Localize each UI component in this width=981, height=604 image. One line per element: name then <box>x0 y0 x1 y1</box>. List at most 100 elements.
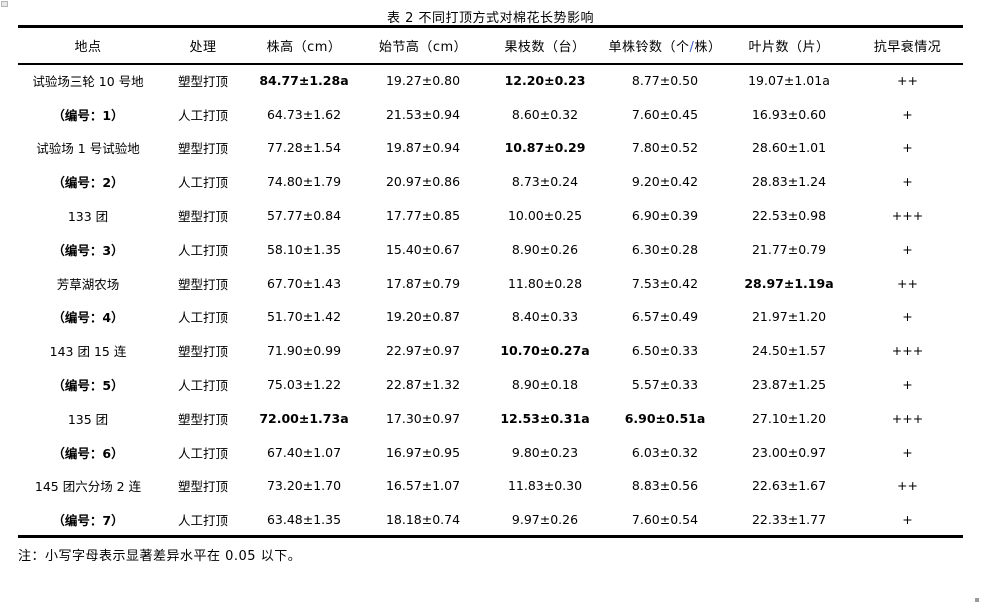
cell-bolls-per-plant: 9.20±0.42 <box>631 174 699 190</box>
cell-plant-height-cm: 74.80±1.79 <box>266 174 342 190</box>
cell-bolls-per-plant: 6.90±0.39 <box>631 208 699 224</box>
cell-plant-height-cm: 84.77±1.28a <box>259 73 349 89</box>
table-row: （编号：1） 人工打顶 64.73±1.62 21.53±0.94 8.60±0.32 7… <box>18 97 963 131</box>
cell-plant-height-cm: 63.48±1.35 <box>266 511 342 527</box>
cell-premature-senescence-resistance: ++ <box>897 275 918 291</box>
cell-plant-height-cm: 71.90±0.99 <box>266 343 342 359</box>
cell-plant-height-cm: 64.73±1.62 <box>266 106 342 122</box>
cell-leaf-count: 16.93±0.60 <box>751 106 827 122</box>
cell-first-node-height-cm: 16.57±1.07 <box>385 478 461 494</box>
cell-premature-senescence-resistance: + <box>902 444 913 460</box>
cell-first-node-height-cm: 16.97±0.95 <box>385 444 461 460</box>
cell-treatment: 人工打顶 <box>177 512 228 528</box>
cell-fruit-branches: 9.97±0.26 <box>511 511 579 527</box>
cell-location: （编号：7） <box>52 512 124 528</box>
cell-location: （编号：1） <box>52 107 124 123</box>
cell-location: 133 团 <box>67 209 109 225</box>
cell-fruit-branches: 8.90±0.26 <box>511 241 579 257</box>
cell-location: 135 团 <box>67 411 109 427</box>
cell-fruit-branches: 9.80±0.23 <box>511 444 579 460</box>
cell-bolls-per-plant: 7.60±0.54 <box>631 511 699 527</box>
cell-fruit-branches: 12.20±0.23 <box>504 73 586 89</box>
cell-first-node-height-cm: 22.97±0.97 <box>385 343 461 359</box>
table-row: （编号：4） 人工打顶 51.70±1.42 19.20±0.87 8.40±0.33 6… <box>18 300 963 334</box>
cell-leaf-count: 22.33±1.77 <box>751 511 827 527</box>
cell-leaf-count: 28.60±1.01 <box>751 140 827 156</box>
cell-first-node-height-cm: 21.53±0.94 <box>385 106 461 122</box>
table-row: （编号：3） 人工打顶 58.10±1.35 15.40±0.67 8.90±0.26 6… <box>18 232 963 266</box>
cell-location: 试验场三轮 10 号地 <box>32 74 144 90</box>
table-move-handle-icon[interactable] <box>1 1 8 7</box>
cell-fruit-branches: 8.73±0.24 <box>511 174 579 190</box>
table-resize-handle-icon[interactable] <box>975 598 979 602</box>
cell-first-node-height-cm: 19.27±0.80 <box>385 73 461 89</box>
cell-premature-senescence-resistance: + <box>902 377 913 393</box>
cell-first-node-height-cm: 19.20±0.87 <box>385 309 461 325</box>
cell-fruit-branches: 8.60±0.32 <box>511 106 579 122</box>
cell-fruit-branches: 10.70±0.27a <box>500 343 590 359</box>
cell-plant-height-cm: 77.28±1.54 <box>266 140 342 156</box>
cell-premature-senescence-resistance: +++ <box>891 343 924 359</box>
cell-premature-senescence-resistance: + <box>902 106 913 122</box>
cell-treatment: 塑型打顶 <box>177 411 228 427</box>
table-row: 135 团 塑型打顶 72.00±1.73a 17.30±0.97 12.53±0.31… <box>18 401 963 435</box>
cell-location: （编号：2） <box>52 175 124 191</box>
cell-location: 芳草湖农场 <box>56 276 120 292</box>
data-table: 地点 处理 株高（cm） 始节高（cm） 果枝数（台） 单株铃数（个/株） 叶片数（片） 抗早… <box>18 25 963 539</box>
cell-premature-senescence-resistance: +++ <box>891 208 924 224</box>
cell-treatment: 人工打顶 <box>177 175 228 191</box>
cell-fruit-branches: 11.83±0.30 <box>507 478 583 494</box>
cell-bolls-per-plant: 6.03±0.32 <box>631 444 699 460</box>
cell-first-node-height-cm: 17.30±0.97 <box>385 410 461 426</box>
cell-fruit-branches: 10.00±0.25 <box>507 208 583 224</box>
cell-bolls-per-plant: 7.60±0.45 <box>631 106 699 122</box>
cell-fruit-branches: 8.90±0.18 <box>511 377 579 393</box>
cell-location: 143 团 15 连 <box>49 344 127 360</box>
cell-leaf-count: 22.63±1.67 <box>751 478 827 494</box>
slash-separator: / <box>689 39 695 55</box>
cell-location: （编号：4） <box>52 310 124 326</box>
column-header-location: 地点 <box>18 26 158 65</box>
cell-leaf-count: 28.97±1.19a <box>744 275 834 291</box>
cell-treatment: 塑型打顶 <box>177 344 228 360</box>
cell-fruit-branches: 10.87±0.29 <box>504 140 586 156</box>
cell-plant-height-cm: 67.70±1.43 <box>266 275 342 291</box>
cell-first-node-height-cm: 20.97±0.86 <box>385 174 461 190</box>
table-row: 145 团六分场 2 连 塑型打顶 73.20±1.70 16.57±1.07 11.8… <box>18 469 963 503</box>
cell-treatment: 人工打顶 <box>177 242 228 258</box>
column-header-leaf-count: 叶片数（片） <box>726 26 852 65</box>
cell-premature-senescence-resistance: +++ <box>891 410 924 426</box>
table-row: 143 团 15 连 塑型打顶 71.90±0.99 22.97±0.97 10.70±… <box>18 334 963 368</box>
table-row: （编号：5） 人工打顶 75.03±1.22 22.87±1.32 8.90±0.18 5… <box>18 368 963 402</box>
cell-first-node-height-cm: 19.87±0.94 <box>385 140 461 156</box>
table-body: 试验场三轮 10 号地塑型打顶 84.77±1.28a 19.27±0.80 12.2… <box>18 64 963 537</box>
cell-premature-senescence-resistance: + <box>902 309 913 325</box>
cell-location: （编号：6） <box>52 445 124 461</box>
table-row: （编号：7） 人工打顶 63.48±1.35 18.18±0.74 9.97±0.26 7… <box>18 503 963 537</box>
cell-leaf-count: 19.07±1.01a <box>748 73 830 89</box>
column-header-treatment: 处理 <box>158 26 248 65</box>
cell-location: 145 团六分场 2 连 <box>34 479 142 495</box>
column-header-first-node-height-cm: 始节高（cm） <box>360 26 486 65</box>
cell-treatment: 人工打顶 <box>177 310 228 326</box>
cell-bolls-per-plant: 7.53±0.42 <box>631 275 699 291</box>
cell-plant-height-cm: 51.70±1.42 <box>266 309 342 325</box>
cell-treatment: 塑型打顶 <box>177 141 228 157</box>
header-row: 地点 处理 株高（cm） 始节高（cm） 果枝数（台） 单株铃数（个/株） 叶片数（片） 抗早… <box>18 26 963 65</box>
cell-bolls-per-plant: 7.80±0.52 <box>631 140 699 156</box>
cell-premature-senescence-resistance: ++ <box>897 478 918 494</box>
cell-bolls-per-plant: 6.57±0.49 <box>631 309 699 325</box>
table-row: 试验场三轮 10 号地 塑型打顶 84.77±1.28a 19.27±0.80 12.2… <box>18 64 963 98</box>
table-row: （编号：2） 人工打顶 74.80±1.79 20.97±0.86 8.73±0.24 9… <box>18 165 963 199</box>
table-row: （编号：6） 人工打顶 67.40±1.07 16.97±0.95 9.80±0.23 6… <box>18 435 963 469</box>
table-row: 芳草湖农场 塑型打顶 67.70±1.43 17.87±0.79 11.80±0.28 7… <box>18 266 963 300</box>
cell-bolls-per-plant: 6.30±0.28 <box>631 241 699 257</box>
cell-leaf-count: 24.50±1.57 <box>751 343 827 359</box>
cell-treatment: 人工打顶 <box>177 378 228 394</box>
cell-premature-senescence-resistance: ++ <box>897 73 918 89</box>
cell-location: 试验场 1 号试验地 <box>36 141 140 157</box>
cell-plant-height-cm: 57.77±0.84 <box>266 208 342 224</box>
cell-first-node-height-cm: 15.40±0.67 <box>385 241 461 257</box>
cell-leaf-count: 23.00±0.97 <box>751 444 827 460</box>
cell-fruit-branches: 12.53±0.31a <box>500 410 590 426</box>
